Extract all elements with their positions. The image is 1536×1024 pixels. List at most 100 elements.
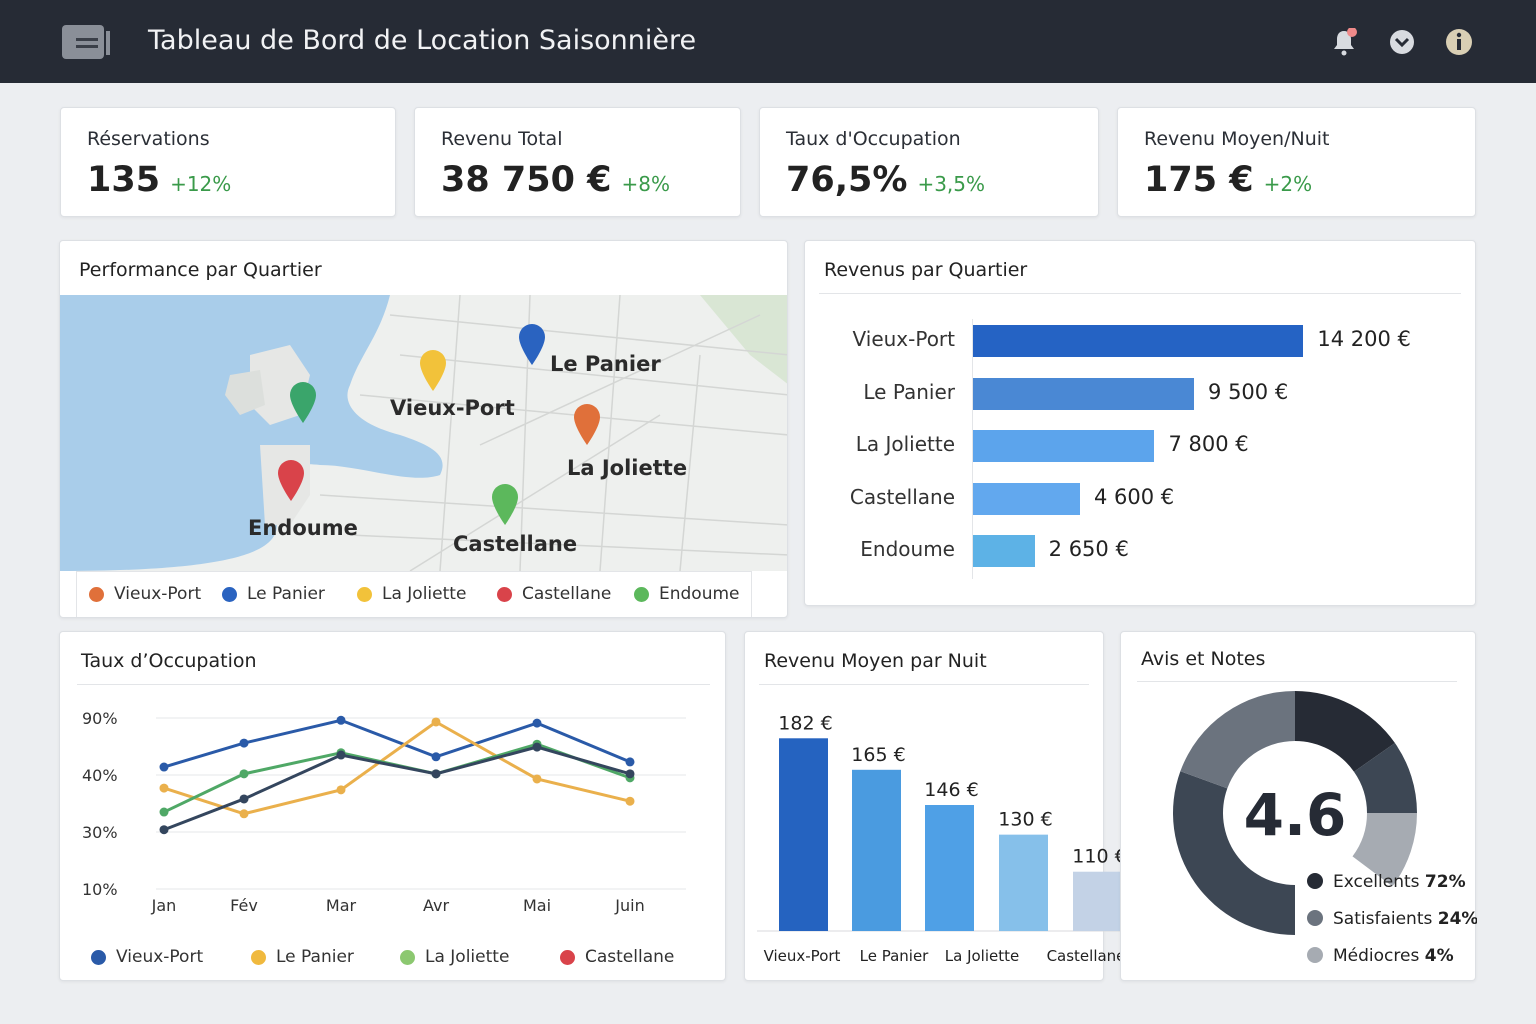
bar-value-label: 14 200 € [1317,327,1411,351]
map-pin-icon [420,350,446,391]
data-point [625,757,635,767]
kpi-value: 76,5% +3,5% [786,160,985,200]
map-label-vieux-port: Vieux-Port [390,396,515,420]
bar [973,482,1081,515]
bar [852,769,901,931]
map-pin-icon [278,460,304,501]
donut-slice-excellents [1353,743,1417,813]
legend-dot [560,949,575,965]
map-label-la-joliette: La Joliette [567,456,687,480]
map-label-endoume: Endoume [248,516,358,540]
menu-icon[interactable] [62,25,110,59]
legend-item: Vieux-Port [89,584,201,604]
kpi-delta: +2% [1263,172,1313,196]
legend-dot [1307,947,1323,963]
data-point [239,738,249,748]
bar [973,325,1304,357]
donut-slice-mediocres [1352,813,1417,887]
revenue-by-district-panel: Revenus par Quartier Vieux-Port 14 200 € L… [804,240,1476,606]
ratings-donut-chart: 4.6 Excellents 72% Satisfaients 24% Médiocr… [1173,691,1477,966]
bar-category-label: Vieux-Port [852,327,955,351]
bar [925,805,974,931]
legend-dot [634,586,649,602]
legend-value: 4% [1425,946,1454,966]
kpi-value: 175 € +2% [1144,160,1312,200]
legend-label: Castellane [522,584,612,604]
legend-item: La Joliette [400,947,509,967]
x-tick-label: Jan [151,896,177,915]
legend-dot [1307,910,1323,926]
kpi-label: Taux d'Occupation [786,128,961,150]
x-tick-label: Castellane [1047,947,1126,965]
legend-label: Endoume [659,584,740,604]
avg-night-bar-chart: 182 € 165 € 146 € 130 € 110 € Vieux-Port Le Pa… [757,712,1143,965]
rating-score: 4.6 [1244,781,1347,849]
data-point [625,796,635,806]
app-title: Tableau de Bord de Location Saisonnière [148,25,697,56]
map-pin-icon [574,404,600,445]
bar-category-label: Le Panier [863,379,955,404]
kpi-card-revenue: Revenu Total 38 750 € +8% [414,107,741,217]
legend-item: Vieux-Port [91,947,203,967]
legend-dot [251,949,266,965]
data-point [532,774,542,784]
map-pin-icon [519,324,545,365]
data-point [159,825,169,835]
legend-label: La Joliette [425,947,510,967]
bar-value-label: 165 € [851,744,905,766]
top-bar: Tableau de Bord de Location Saisonnière [0,0,1536,83]
bar-category-label: Castellane [849,484,955,509]
donut-slice-excellents [1173,771,1295,935]
x-tick-label: Fév [230,896,258,915]
map-panel: Performance par Quartier Le Panier Vieux… [59,240,788,618]
legend-item: Castellane [497,584,611,604]
panel-title: Performance par Quartier [79,259,322,281]
kpi-delta: +12% [170,172,232,196]
panel-title: Taux d’Occupation [81,650,257,672]
bar-row: Endoume 2 650 € [805,535,1477,567]
bar [973,535,1035,567]
x-tick-label: Vieux-Port [764,947,841,965]
bar-value-label: 146 € [924,779,978,801]
map-pins[interactable] [278,324,600,525]
legend-label: Le Panier [276,947,354,967]
bar-value-label: 9 500 € [1208,379,1289,404]
data-point [336,715,346,725]
x-tick-label: Mar [326,896,357,915]
bar [999,834,1048,931]
donut-slice-satisfaients [1180,691,1295,789]
legend-label: Vieux-Port [116,947,204,967]
bar-value-label: 130 € [998,809,1052,831]
legend-value: 24% [1438,909,1477,929]
kpi-label: Réservations [87,128,210,150]
kpi-value: 38 750 € +8% [441,160,670,200]
y-tick-label: 10% [82,880,118,899]
x-tick-label: La Joliette [945,947,1019,965]
reviews-panel: Avis et Notes 4.6 Excellents 72% Satisfaie… [1120,631,1477,981]
legend-value: 72% [1425,872,1466,892]
legend-item: Endoume [634,584,740,604]
legend-dot [89,586,104,602]
legend-dot [222,586,237,602]
info-icon[interactable] [1445,28,1473,56]
bar [779,738,828,931]
legend-dot [91,949,106,965]
legend-item: Le Panier [222,584,325,604]
data-point [336,750,346,760]
bell-icon[interactable] [1330,28,1358,56]
panel-title: Revenu Moyen par Nuit [764,650,987,672]
legend-label: Médiocres 4% [1333,946,1454,966]
neighborhood-map[interactable]: Le Panier Vieux-Port La Joliette Endoume… [60,295,788,571]
kpi-number: 76,5% [786,160,908,200]
bar-category-label: Endoume [860,537,955,561]
chevron-down-icon[interactable] [1388,28,1416,56]
kpi-card-avg-night: Revenu Moyen/Nuit 175 € +2% [1117,107,1476,217]
avg-night-panel: Revenu Moyen par Nuit 182 € 165 € 146 € 130… [744,631,1143,981]
map-pin-icon [290,382,316,423]
kpi-label: Revenu Moyen/Nuit [1144,128,1330,150]
data-point [431,769,441,779]
legend-dot [400,949,415,965]
map-legend: Vieux-Port Le Panier La Joliette Castell… [76,571,752,617]
data-point [159,762,169,772]
series-line [163,745,631,832]
